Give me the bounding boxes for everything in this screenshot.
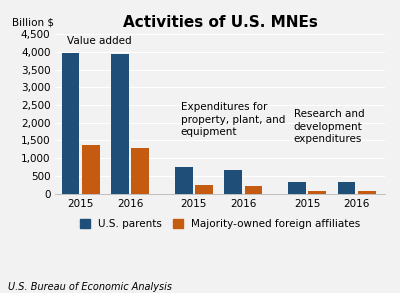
Bar	[244, 186, 262, 194]
Bar	[82, 145, 100, 194]
Bar	[358, 191, 376, 194]
Bar	[111, 54, 129, 194]
Text: U.S. Bureau of Economic Analysis: U.S. Bureau of Economic Analysis	[8, 282, 172, 292]
Bar	[195, 185, 213, 194]
Legend: U.S. parents, Majority-owned foreign affiliates: U.S. parents, Majority-owned foreign aff…	[76, 215, 365, 233]
Bar	[131, 148, 149, 194]
Text: Expenditures for
property, plant, and
equipment: Expenditures for property, plant, and eq…	[180, 102, 285, 137]
Bar	[224, 170, 242, 194]
Bar	[338, 182, 355, 194]
Text: Billion $: Billion $	[12, 18, 54, 28]
Bar	[62, 53, 79, 194]
Bar	[175, 167, 193, 194]
Bar	[308, 191, 326, 194]
Text: Value added: Value added	[67, 36, 132, 47]
Bar	[288, 182, 306, 194]
Title: Activities of U.S. MNEs: Activities of U.S. MNEs	[123, 15, 318, 30]
Text: Research and
development
expenditures: Research and development expenditures	[294, 109, 364, 144]
